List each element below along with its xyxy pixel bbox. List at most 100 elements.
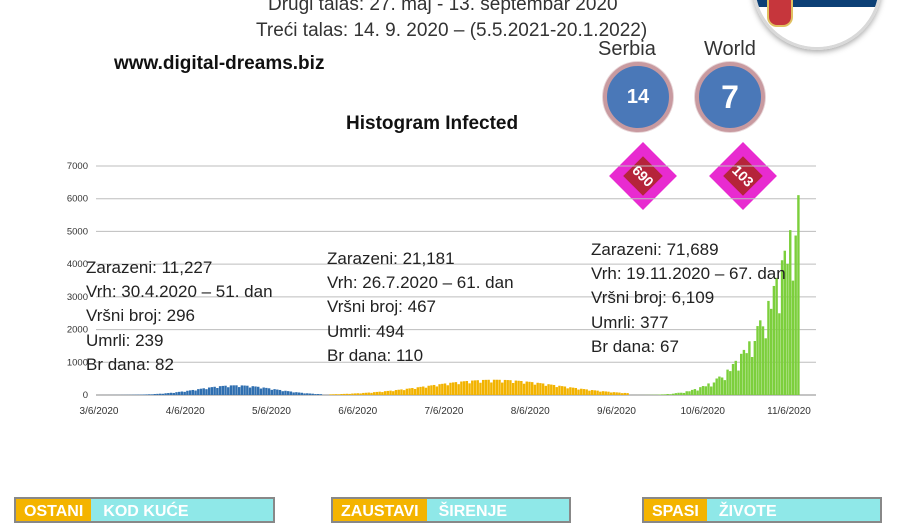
histogram-bar — [224, 386, 226, 395]
x-tick-label: 3/6/2020 — [80, 406, 119, 417]
histogram-bar — [515, 381, 517, 395]
x-tick-label: 6/6/2020 — [338, 406, 377, 417]
wave2-deaths: Umrli: 494 — [327, 320, 514, 344]
histogram-bar — [615, 392, 617, 395]
histogram-bar — [441, 384, 443, 395]
histogram-bar — [699, 387, 701, 395]
histogram-bar — [400, 389, 402, 395]
histogram-bar — [596, 391, 598, 395]
y-tick-label: 1000 — [67, 357, 88, 368]
y-tick-label: 4000 — [67, 259, 88, 270]
stop-spread-button-part2: ŠIRENJE — [427, 499, 569, 521]
wave1-deaths: Umrli: 239 — [86, 329, 273, 353]
histogram-bar — [696, 391, 698, 395]
histogram-bar — [707, 383, 709, 395]
histogram-bar — [273, 389, 275, 395]
wave1-infected: Zarazeni: 11,227 — [86, 256, 273, 280]
histogram-bar — [666, 394, 668, 395]
histogram-bar — [427, 386, 429, 395]
histogram-bar — [175, 392, 177, 395]
histogram-bar — [539, 383, 541, 395]
histogram-bar — [425, 388, 427, 395]
histogram-bar — [354, 393, 356, 395]
wave2-stats: Zarazeni: 21,181 Vrh: 26.7.2020 – 61. da… — [327, 247, 514, 368]
histogram-bar — [789, 230, 791, 395]
histogram-bar — [398, 390, 400, 395]
histogram-bar — [542, 383, 544, 395]
save-lives-button[interactable]: SPASI ŽIVOTE — [642, 497, 882, 523]
histogram-bar — [159, 394, 161, 395]
histogram-bar — [414, 389, 416, 395]
histogram-bar — [479, 383, 481, 395]
histogram-bar — [303, 393, 305, 395]
histogram-bar — [170, 393, 172, 395]
histogram-bar — [340, 394, 342, 395]
histogram-bar — [664, 394, 666, 395]
histogram-bar — [449, 383, 451, 395]
histogram-bar — [594, 390, 596, 395]
histogram-bar — [517, 381, 519, 395]
y-tick-label: 6000 — [67, 194, 88, 205]
histogram-bar — [457, 384, 459, 395]
wave3-infected: Zarazeni: 71,689 — [591, 238, 786, 262]
histogram-bar — [688, 391, 690, 395]
histogram-bar — [512, 383, 514, 395]
histogram-bar — [265, 388, 267, 395]
histogram-bar — [254, 386, 256, 395]
histogram-bar — [252, 386, 254, 395]
histogram-bar — [167, 393, 169, 395]
histogram-bar — [436, 386, 438, 395]
histogram-bar — [550, 385, 552, 395]
histogram-bar — [602, 391, 604, 395]
histogram-bar — [566, 388, 568, 395]
histogram-bar — [311, 394, 313, 395]
histogram-bar — [257, 387, 259, 395]
histogram-bar — [243, 386, 245, 395]
histogram-bar — [156, 394, 158, 395]
histogram-bar — [370, 393, 372, 395]
histogram-bar — [591, 390, 593, 395]
histogram-bar — [506, 380, 508, 395]
wave1-peak-count: Vršni broj: 296 — [86, 304, 273, 328]
histogram-bar — [792, 281, 794, 395]
histogram-bar — [520, 381, 522, 395]
histogram-bar — [235, 385, 237, 395]
histogram-bar — [468, 383, 470, 395]
histogram-bar — [531, 382, 533, 395]
histogram-bar — [452, 382, 454, 395]
histogram-bar — [208, 387, 210, 395]
histogram-bar — [490, 382, 492, 395]
histogram-bar — [585, 389, 587, 395]
histogram-bar — [186, 391, 188, 395]
histogram-bar — [314, 394, 316, 395]
histogram-bar — [151, 394, 153, 395]
histogram-bar — [298, 392, 300, 395]
histogram-bar — [359, 393, 361, 395]
histogram-bar — [335, 394, 337, 395]
histogram-bar — [362, 393, 364, 395]
histogram-bar — [669, 394, 671, 395]
stop-spread-button[interactable]: ZAUSTAVI ŠIRENJE — [331, 497, 571, 523]
histogram-bar — [145, 394, 147, 395]
histogram-bar — [290, 392, 292, 395]
wave2-days: Br dana: 110 — [327, 344, 514, 368]
histogram-bar — [189, 390, 191, 395]
histogram-bar — [680, 393, 682, 395]
histogram-bar — [498, 380, 500, 395]
histogram-bar — [677, 393, 679, 395]
wave1-peak-date: Vrh: 30.4.2020 – 51. dan — [86, 280, 273, 304]
histogram-bar — [408, 388, 410, 395]
x-tick-label: 7/6/2020 — [425, 406, 464, 417]
histogram-bar — [675, 393, 677, 395]
histogram-bar — [683, 393, 685, 395]
histogram-bar — [474, 380, 476, 395]
histogram-bar — [528, 382, 530, 395]
histogram-bar — [317, 394, 319, 395]
histogram-bar — [365, 393, 367, 395]
histogram-bar — [222, 386, 224, 395]
histogram-bar — [501, 383, 503, 395]
histogram-bar — [282, 391, 284, 395]
wave3-peak-count: Vršni broj: 6,109 — [591, 286, 786, 310]
histogram-bar — [230, 385, 232, 395]
stay-home-button[interactable]: OSTANI KOD KUĆE — [14, 497, 275, 523]
